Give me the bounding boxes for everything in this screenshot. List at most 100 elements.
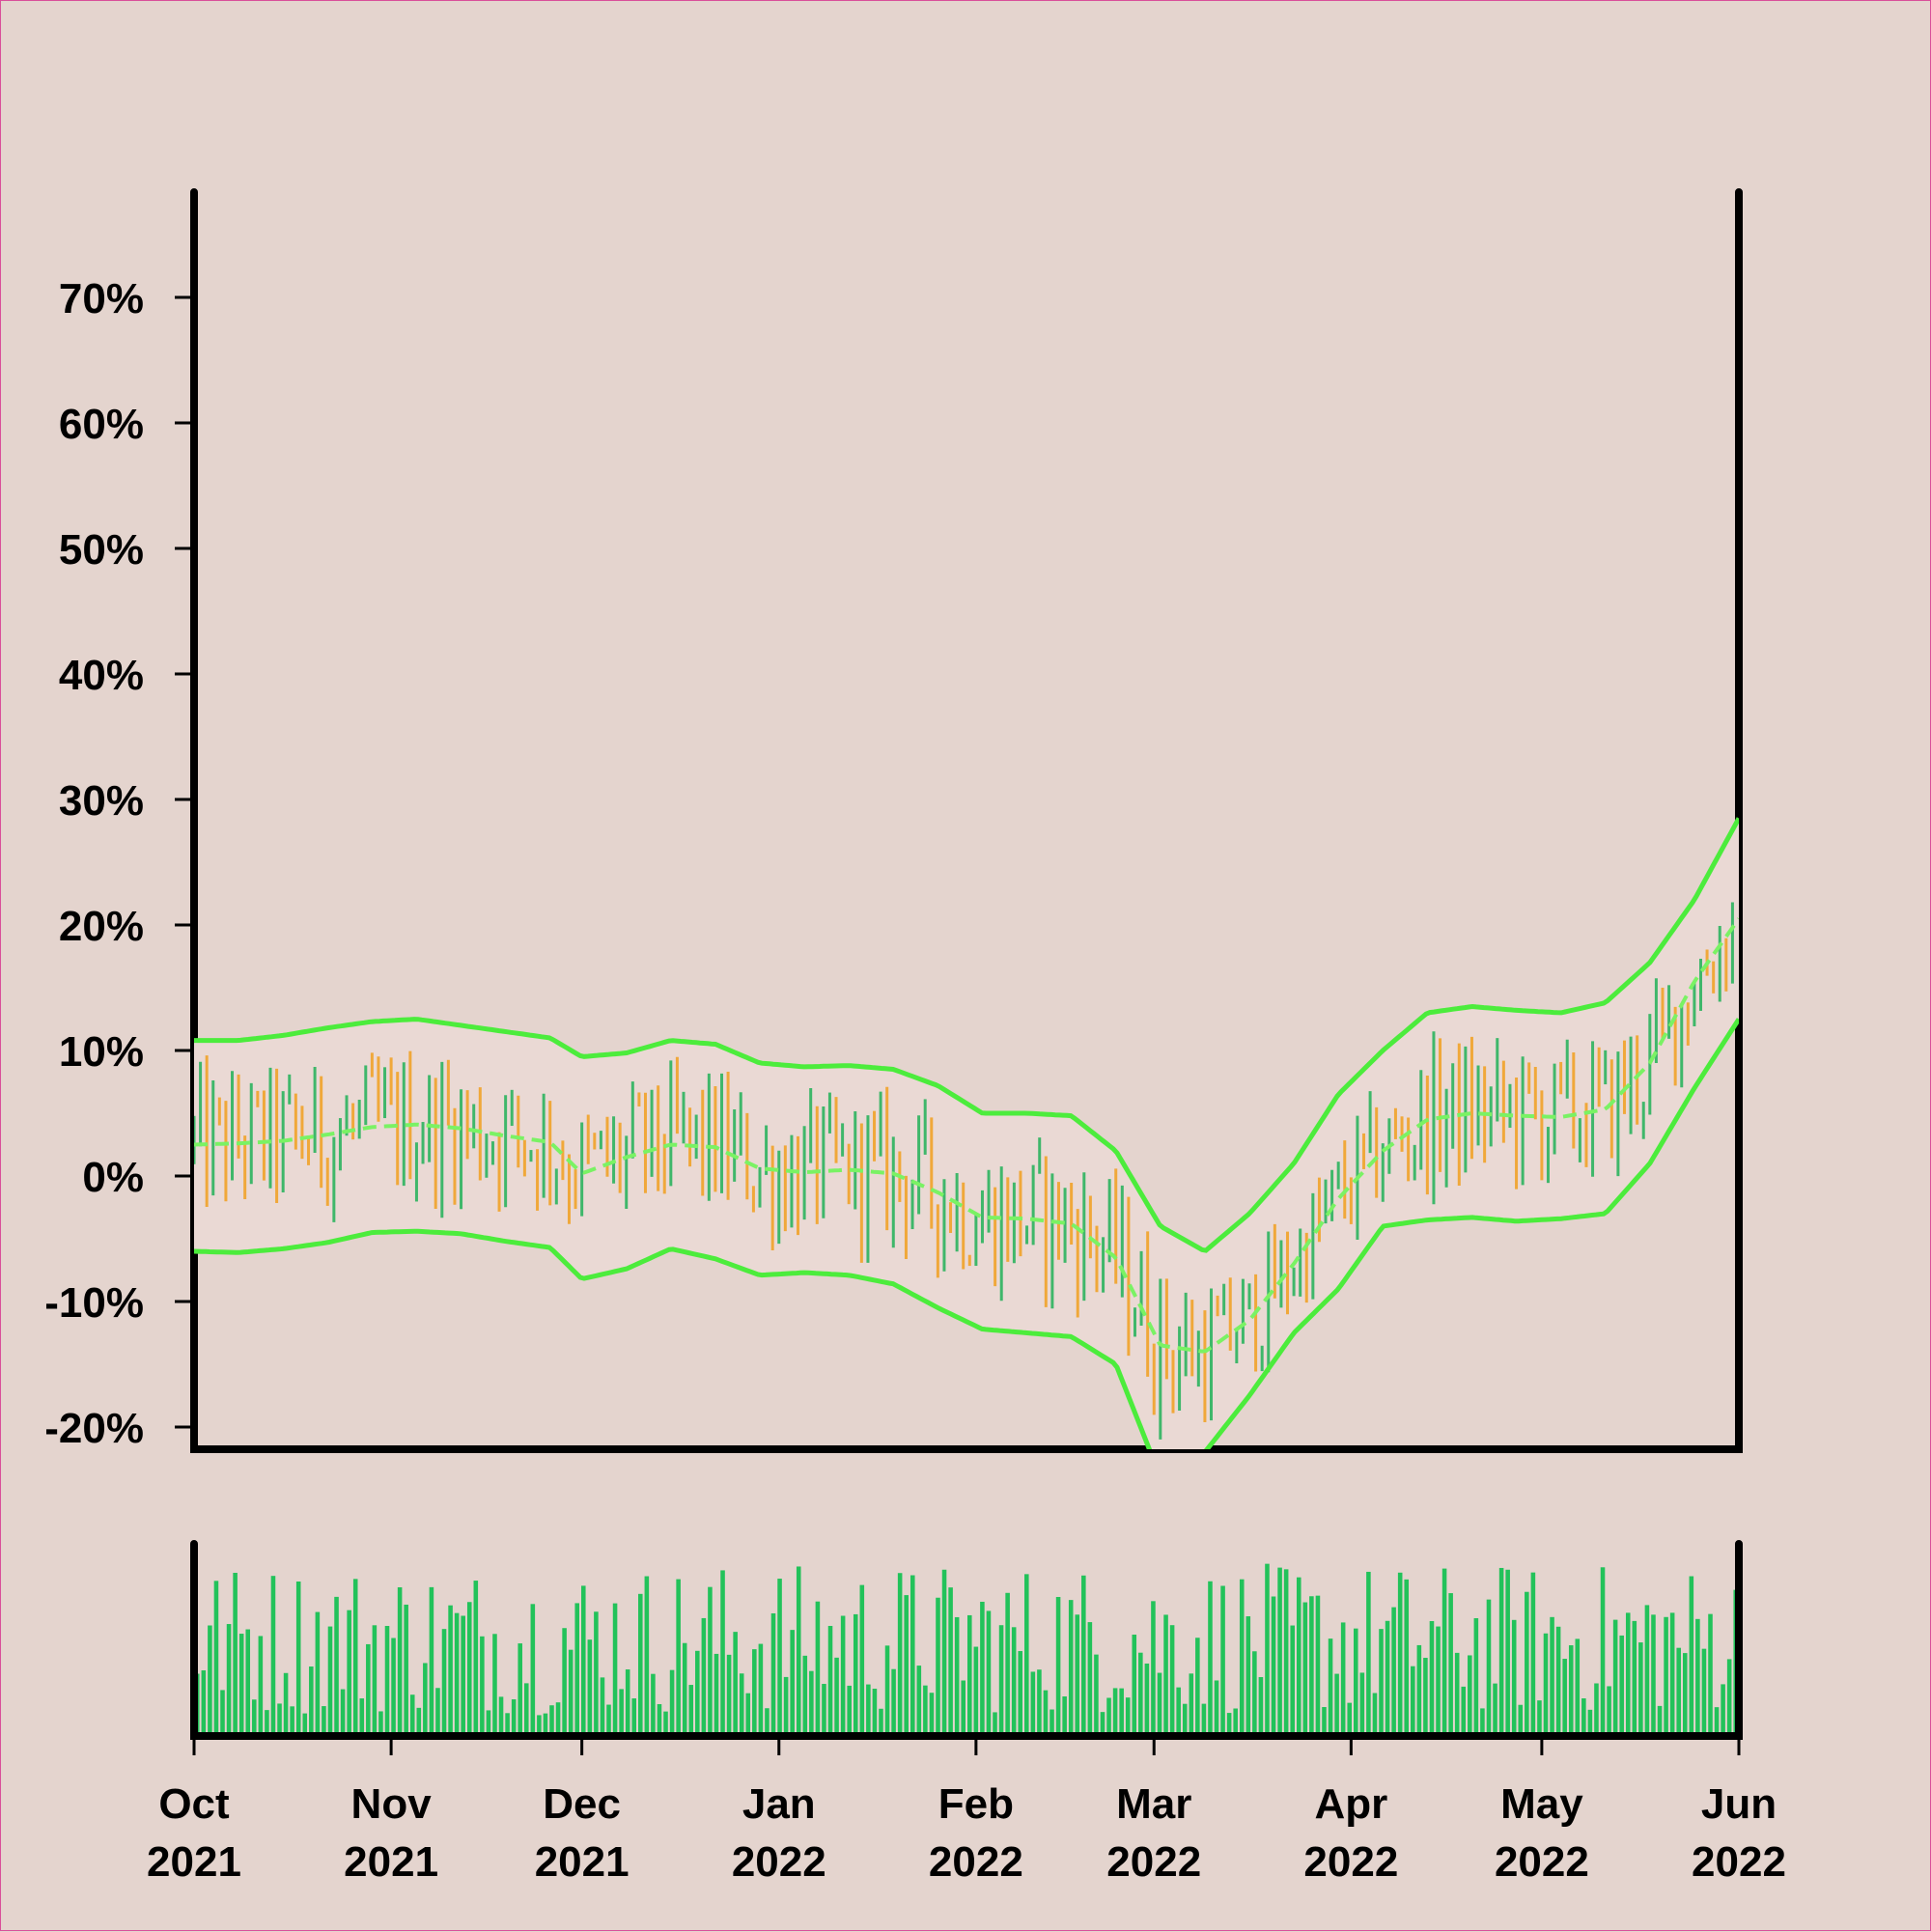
volume-bar: [802, 1655, 808, 1736]
volume-bar: [265, 1710, 269, 1736]
volume-bar: [1638, 1642, 1643, 1736]
volume-bar: [1144, 1663, 1150, 1736]
volume-bar: [1100, 1712, 1105, 1736]
volume-bar: [1581, 1698, 1586, 1736]
volume-bar: [1726, 1659, 1732, 1736]
volume-bar: [1055, 1597, 1061, 1736]
volume-bar: [1480, 1708, 1485, 1736]
y-tick-label: 40%: [59, 652, 144, 699]
volume-bar: [1632, 1620, 1637, 1736]
volume-bar: [986, 1610, 992, 1736]
volume-bar: [1372, 1693, 1378, 1736]
volume-bar: [1454, 1652, 1460, 1736]
volume-bar: [359, 1698, 365, 1736]
volume-bar: [1486, 1599, 1492, 1736]
volume-bar: [486, 1710, 491, 1736]
volume-bar: [1511, 1619, 1517, 1736]
volume-bar: [1461, 1686, 1467, 1736]
volume-bar: [1416, 1644, 1422, 1736]
volume-bar: [448, 1605, 453, 1736]
volume-bar: [638, 1593, 643, 1736]
volume-bar: [1575, 1638, 1581, 1736]
volume-bar: [822, 1684, 826, 1736]
volume-bar: [366, 1643, 371, 1736]
volume-bar: [1379, 1629, 1384, 1736]
volume-bar: [961, 1680, 966, 1736]
volume-bar: [809, 1670, 814, 1736]
volume-bar: [910, 1575, 915, 1736]
volume-bar: [884, 1645, 890, 1736]
volume-bar: [790, 1630, 795, 1736]
volume-bar: [625, 1669, 630, 1736]
volume-bar: [1328, 1638, 1333, 1736]
volume-bar: [416, 1707, 422, 1736]
volume-bar: [543, 1713, 548, 1736]
volume-bar: [309, 1666, 314, 1736]
band-fill: [194, 818, 1739, 1449]
volume-bar: [384, 1625, 390, 1736]
volume-bar: [1176, 1687, 1181, 1736]
volume-bar: [701, 1617, 707, 1736]
volume-bar: [923, 1685, 928, 1736]
volume-bar: [954, 1616, 960, 1736]
volume-bar: [1391, 1607, 1396, 1736]
volume-bar: [315, 1611, 321, 1736]
volume-bar: [1271, 1596, 1276, 1736]
volume-bar: [904, 1595, 909, 1736]
volume-bar: [492, 1634, 497, 1736]
volume-bar: [1493, 1683, 1497, 1736]
volume-bar: [220, 1690, 225, 1736]
volume-bar: [1651, 1614, 1656, 1736]
volume-bar: [283, 1672, 289, 1736]
volume-bar: [1157, 1672, 1162, 1736]
y-tick-label: 70%: [59, 275, 144, 322]
volume-bar: [859, 1584, 865, 1736]
volume-bar: [1094, 1654, 1099, 1736]
volume-bar: [948, 1587, 953, 1736]
x-tick-month: Apr: [1314, 1780, 1387, 1828]
volume-bar: [714, 1653, 719, 1736]
volume-bar: [1138, 1652, 1143, 1736]
volume-bar: [1226, 1713, 1232, 1736]
volume-bar: [1030, 1671, 1036, 1736]
x-tick-year: 2022: [1106, 1838, 1201, 1886]
volume-bar: [1669, 1612, 1675, 1736]
volume-bar: [1347, 1702, 1352, 1736]
volume-bar: [391, 1638, 396, 1736]
volume-bar: [1283, 1569, 1289, 1736]
volume-bar: [523, 1683, 529, 1736]
volume-bar: [480, 1636, 485, 1736]
x-tick-year: 2022: [1303, 1838, 1398, 1886]
volume-bar: [777, 1579, 782, 1736]
band-lower-line: [194, 1018, 1739, 1449]
volume-bar: [1087, 1622, 1093, 1736]
volume-bar: [1322, 1707, 1327, 1736]
volume-bar: [1075, 1614, 1080, 1736]
volume-bar: [708, 1586, 713, 1736]
volume-bar: [1062, 1696, 1067, 1736]
volume-bar: [1296, 1577, 1301, 1736]
volume-bar: [549, 1705, 554, 1736]
volume-bar: [302, 1713, 308, 1736]
volume-bar: [1005, 1592, 1010, 1736]
volume-bar: [334, 1596, 339, 1736]
volume-bar: [587, 1639, 593, 1736]
volume-bar: [765, 1708, 770, 1736]
x-tick-month: Dec: [543, 1780, 621, 1828]
x-tick-month: Nov: [351, 1780, 433, 1828]
volume-bar: [233, 1572, 238, 1736]
volume-bar: [796, 1566, 801, 1736]
volume-bar: [1258, 1676, 1264, 1736]
volume-bar: [663, 1711, 668, 1736]
volume-bar: [511, 1699, 517, 1736]
x-tick-month: Oct: [158, 1780, 230, 1828]
volume-bar: [1619, 1635, 1624, 1736]
volume-bar: [834, 1657, 839, 1736]
volume-bar: [1252, 1651, 1257, 1736]
volume-bar: [853, 1613, 858, 1736]
volume-bar: [1201, 1703, 1207, 1736]
volume-bar: [612, 1603, 618, 1736]
volume-bar: [720, 1570, 725, 1736]
x-tick-month: Jan: [742, 1780, 816, 1828]
volume-bar: [1119, 1688, 1124, 1736]
